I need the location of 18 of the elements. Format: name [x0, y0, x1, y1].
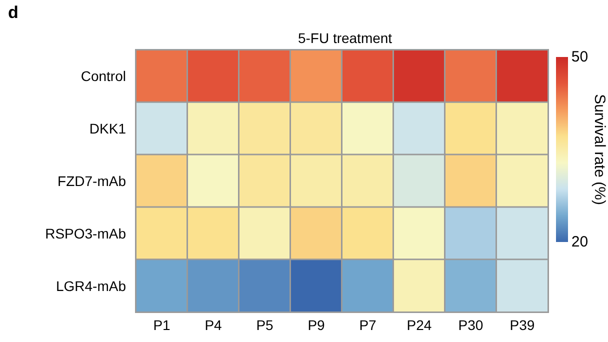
y-tick-label: LGR4-mAb [56, 278, 126, 294]
y-tick-label: FZD7-mAb [58, 173, 126, 189]
x-tick-label: P24 [406, 317, 432, 333]
color-bar-label: 20 [571, 234, 588, 250]
x-tick-label: P4 [204, 317, 222, 333]
x-tick-label: P7 [359, 317, 377, 333]
x-tick-label: P9 [308, 317, 326, 333]
x-tick-label: P30 [458, 317, 484, 333]
color-bar-title: Survival rate (%) [591, 94, 608, 205]
y-tick-label: RSPO3-mAb [45, 225, 126, 242]
x-tick-label: P39 [510, 317, 535, 333]
chart-title: 5-FU treatment [298, 30, 392, 46]
y-tick-label: DKK1 [89, 120, 126, 137]
text: d [8, 3, 18, 22]
color-bar-label: 50 [571, 48, 588, 66]
y-tick-label: Control [80, 68, 126, 84]
x-tick-label: P5 [256, 317, 274, 333]
x-tick-label: P1 [153, 317, 171, 333]
